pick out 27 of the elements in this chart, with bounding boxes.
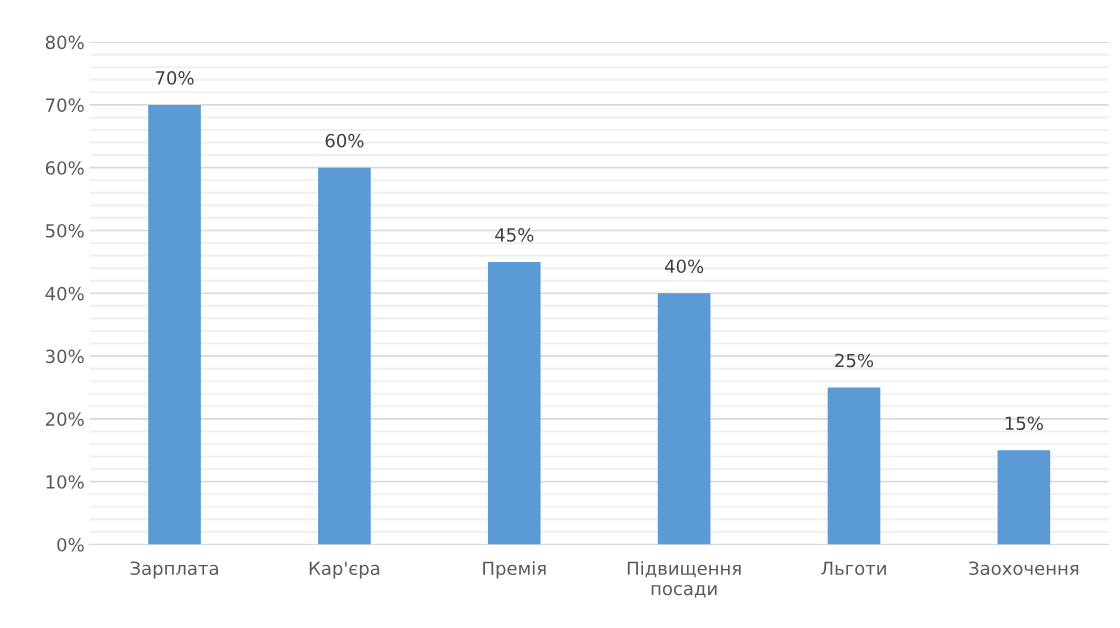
y-tick-label: 20%: [45, 412, 84, 426]
y-tick-label: 70%: [46, 98, 84, 112]
bar: [318, 167, 371, 545]
bar: [487, 261, 541, 545]
y-tick-label: 10%: [46, 475, 84, 489]
x-tick-label: Заохочення: [969, 561, 1079, 576]
x-tick-label: Кар'єра: [309, 561, 380, 579]
data-label: 15%: [1005, 416, 1043, 431]
y-tick-label: 30%: [45, 349, 84, 364]
y-tick-label: 50%: [46, 223, 84, 238]
bar: [657, 293, 711, 545]
data-label: 45%: [495, 228, 534, 242]
x-tick-label: Льготи: [821, 561, 886, 576]
x-tick-label: Премія: [483, 561, 546, 579]
data-label: 70%: [155, 71, 194, 85]
bar: [997, 450, 1051, 545]
x-tick-label: Зарплата: [130, 561, 218, 579]
data-label: 60%: [325, 133, 364, 148]
bar: [148, 104, 201, 545]
y-tick-label: 60%: [45, 161, 84, 175]
bar: [827, 387, 881, 545]
y-tick-label: 80%: [45, 35, 84, 50]
data-label: 40%: [664, 259, 704, 274]
x-tick-label: Підвищення посади: [627, 561, 741, 598]
y-tick-label: 0%: [57, 537, 84, 552]
data-label: 25%: [835, 353, 874, 368]
y-tick-label: 40%: [45, 286, 84, 301]
